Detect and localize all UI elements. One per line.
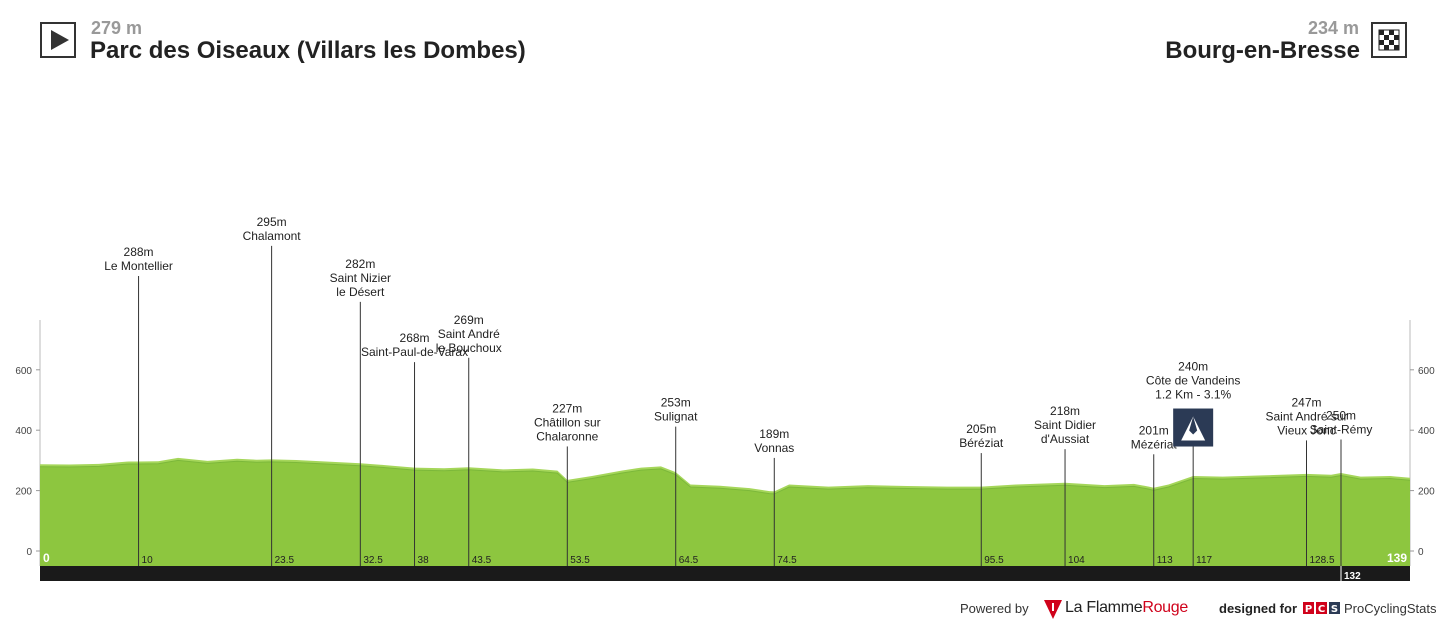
start-location: Parc des Oiseaux (Villars les Dombes) (90, 37, 526, 64)
waypoint-name: Vonnas (754, 441, 794, 455)
waypoint-name: Saint Nizier (330, 271, 391, 285)
y-tick-label-left: 0 (26, 547, 32, 558)
waypoint-altitude: 269m (454, 313, 484, 327)
pcs-logo-icon: P C S (1303, 602, 1340, 615)
waypoint-name: Chalamont (243, 229, 302, 243)
waypoint-name: Béréziat (959, 436, 1004, 450)
waypoint-altitude: 227m (552, 401, 582, 415)
play-icon (40, 22, 76, 58)
km-label-finish: 139 (1387, 551, 1407, 565)
km-label: 64.5 (679, 555, 699, 566)
waypoint-altitude: 218m (1050, 404, 1080, 418)
km-label: 38 (418, 555, 430, 566)
y-tick-label-right: 0 (1418, 547, 1424, 558)
footer: Powered by La FlammeRouge designed for P… (0, 596, 1450, 624)
waypoint-altitude: 282m (345, 257, 375, 271)
km-label: 10 (142, 555, 154, 566)
pcs-letter-p: P (1305, 604, 1312, 615)
y-tick-label-right: 400 (1418, 426, 1435, 437)
km-label: 43.5 (472, 555, 492, 566)
waypoint-altitude: 295m (257, 215, 287, 229)
pcs-letter-c: C (1318, 604, 1325, 615)
km-label: 32.5 (363, 555, 383, 566)
km-label: 113 (1157, 555, 1173, 566)
waypoint-name: Saint-Paul-de-Varax (361, 345, 468, 359)
checkered-flag-icon (1371, 22, 1407, 58)
y-tick-label-right: 200 (1418, 487, 1435, 498)
waypoint-altitude: 201m (1139, 423, 1169, 437)
waypoint-altitude: 268m (400, 331, 430, 345)
km-label: 128.5 (1310, 555, 1335, 566)
distance-bar (40, 566, 1410, 581)
km-label: 117 (1196, 555, 1212, 566)
waypoint-altitude: 288m (124, 245, 154, 259)
waypoint-name: Châtillon sur (534, 415, 601, 429)
waypoint-altitude: 250m (1326, 409, 1356, 423)
km-label-start: 0 (43, 551, 50, 565)
rouge-text: Rouge (1142, 599, 1188, 616)
powered-by-label: Powered by (960, 601, 1029, 616)
finish-location: Bourg-en-Bresse (1165, 37, 1360, 64)
waypoint-name: Sulignat (654, 410, 698, 424)
waypoint-name: Mézériat (1131, 437, 1178, 451)
waypoint-name: Vieux Jonc (1277, 423, 1335, 437)
designed-for-label: designed for (1219, 601, 1298, 616)
waypoint-name: Saint André sur (1265, 409, 1347, 423)
y-tick-label-left: 200 (15, 487, 32, 498)
km-label: 104 (1068, 555, 1085, 566)
y-tick-label-right: 600 (1418, 366, 1435, 377)
procyclingstats-label: ProCyclingStats (1344, 601, 1437, 616)
waypoint-altitude: 189m (759, 427, 789, 441)
waypoint-altitude: 247m (1291, 395, 1321, 409)
waypoint-name: le Bouchoux (436, 341, 502, 355)
waypoint-name: d'Aussiat (1041, 432, 1090, 446)
waypoint-name: Saint André (438, 327, 500, 341)
km-label: 74.5 (777, 555, 797, 566)
km-label: 23.5 (275, 555, 295, 566)
mountain-icon-snow (1189, 416, 1198, 435)
flamme-rouge-logo-text: La FlammeRouge (1065, 599, 1188, 617)
km-label: 53.5 (570, 555, 590, 566)
waypoint-name: Saint-Rémy (1310, 423, 1373, 437)
waypoint-altitude: 240m (1178, 360, 1208, 374)
flamme-text: La Flamme (1065, 599, 1143, 616)
waypoint-name: Saint Didier (1034, 418, 1096, 432)
y-tick-label-left: 400 (15, 426, 32, 437)
finish-altitude: 234 m (1307, 18, 1359, 38)
waypoint-name: Chalaronne (536, 429, 598, 443)
stage-header: 279 m Parc des Oiseaux (Villars les Domb… (0, 0, 1450, 80)
waypoint-name: le Désert (336, 285, 385, 299)
start-altitude: 279 m (91, 18, 143, 38)
flamme-rouge-icon (1044, 600, 1062, 619)
waypoint-altitude: 205m (966, 422, 996, 436)
profile-line (39, 459, 1411, 495)
y-tick-label-left: 600 (15, 366, 32, 377)
waypoint-altitude: 253m (661, 396, 691, 410)
final-marker-label: 132 (1344, 571, 1361, 582)
profile-area (40, 460, 1410, 566)
waypoint-name: 1.2 Km - 3.1% (1155, 388, 1231, 402)
waypoint-name: Le Montellier (104, 259, 173, 273)
waypoint-name: Côte de Vandeins (1146, 374, 1241, 388)
km-label: 95.5 (984, 555, 1004, 566)
pcs-letter-s: S (1331, 604, 1338, 615)
